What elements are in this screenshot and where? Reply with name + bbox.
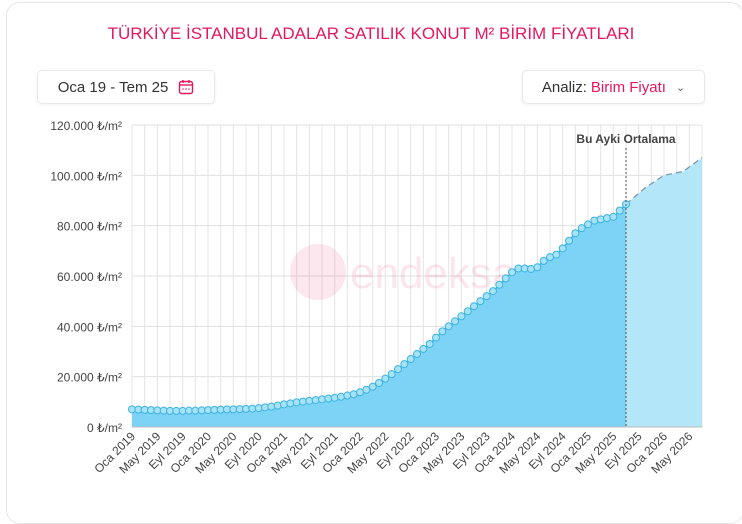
data-point xyxy=(577,224,586,233)
data-point xyxy=(451,317,459,326)
y-tick-label: 120.000 ₺/m² xyxy=(50,119,122,133)
data-point xyxy=(273,401,282,410)
analysis-value: Birim Fiyatı xyxy=(590,78,666,96)
data-point xyxy=(501,274,510,283)
y-tick-label: 40.000 ₺/m² xyxy=(57,320,122,334)
data-point xyxy=(413,350,421,359)
data-point xyxy=(482,292,491,301)
data-point xyxy=(394,365,402,374)
data-point xyxy=(495,280,504,289)
data-point xyxy=(609,212,618,221)
data-point xyxy=(552,250,561,259)
price-area xyxy=(132,204,626,427)
data-point xyxy=(444,322,453,331)
data-point xyxy=(571,229,580,238)
data-point xyxy=(470,302,478,311)
date-range-picker[interactable]: Oca 19 - Tem 25 xyxy=(37,70,215,104)
data-point xyxy=(400,360,409,369)
analysis-prefix: Analiz: xyxy=(541,78,587,96)
watermark-text: endeksa xyxy=(350,249,517,298)
y-tick-label: 80.000 ₺/m² xyxy=(57,220,122,234)
data-point xyxy=(368,382,377,391)
data-point xyxy=(419,344,428,353)
data-point xyxy=(425,339,434,348)
data-point xyxy=(565,236,573,245)
data-point xyxy=(432,333,440,342)
data-point xyxy=(539,256,548,265)
y-tick-label: 20.000 ₺/m² xyxy=(57,371,122,385)
data-point xyxy=(508,268,516,277)
data-point xyxy=(280,400,288,409)
data-point xyxy=(362,385,371,394)
y-tick-label: 100.000 ₺/m² xyxy=(50,169,122,183)
chevron-down-icon: ⌄ xyxy=(675,81,686,94)
watermark-logo xyxy=(290,244,346,300)
data-point xyxy=(489,287,497,296)
data-point xyxy=(330,393,339,402)
data-point xyxy=(603,214,611,223)
data-point xyxy=(438,327,447,336)
calendar-icon xyxy=(179,80,194,95)
date-range-label: Oca 19 - Tem 25 xyxy=(57,78,169,96)
data-point xyxy=(267,402,276,411)
y-tick-label: 0 ₺/m² xyxy=(87,421,122,435)
data-point xyxy=(558,244,567,253)
price-chart: 0 ₺/m² 20.000 ₺/m² 40.000 ₺/m² 60.000 ₺/m² 8… xyxy=(50,119,703,476)
data-point xyxy=(584,220,592,229)
data-point xyxy=(387,370,396,379)
data-point xyxy=(463,307,472,316)
data-point xyxy=(615,206,624,215)
forecast-area xyxy=(626,157,702,427)
data-point xyxy=(381,374,390,383)
data-point xyxy=(533,263,542,272)
data-point xyxy=(343,391,352,400)
data-point xyxy=(590,216,599,225)
data-point xyxy=(337,392,345,401)
data-point xyxy=(375,378,383,387)
data-point xyxy=(476,297,485,306)
current-month-label: Bu Ayki Ortalama xyxy=(576,132,675,146)
data-point xyxy=(596,215,605,224)
analysis-dropdown[interactable]: Analiz: Birim Fiyatı ⌄ xyxy=(522,70,705,104)
data-point xyxy=(286,399,295,408)
chart-title: TÜRKİYE İSTANBUL ADALAR SATILIK KONUT M²… xyxy=(107,24,635,43)
y-tick-label: 60.000 ₺/m² xyxy=(57,270,122,284)
data-point xyxy=(406,355,415,364)
forecast-line xyxy=(625,157,703,205)
data-point xyxy=(457,312,466,321)
